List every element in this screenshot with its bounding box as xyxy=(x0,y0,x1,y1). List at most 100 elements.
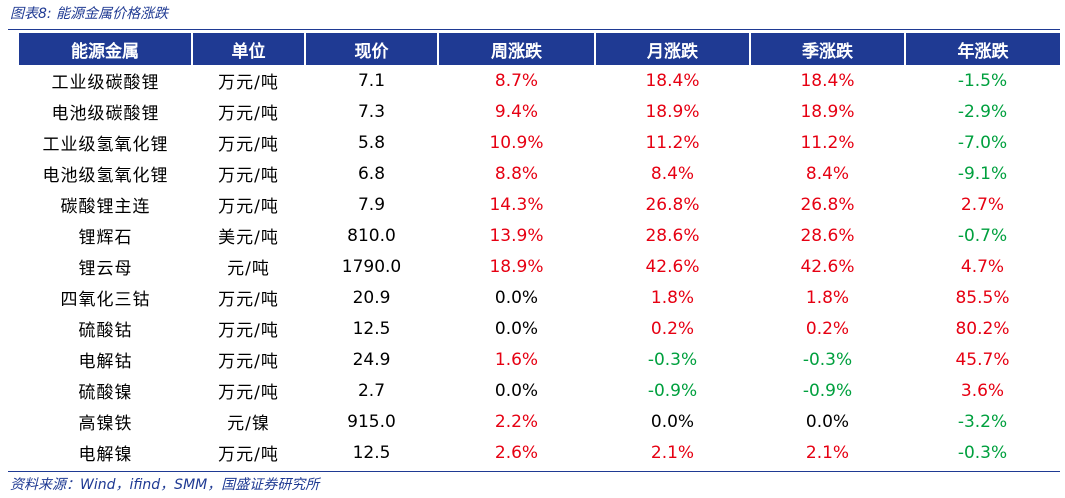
cell-price: 6.8 xyxy=(357,163,386,184)
cell-unit: 万元/吨 xyxy=(218,104,279,124)
cell-metal-name: 锂云母 xyxy=(78,259,133,279)
cell-unit: 万元/吨 xyxy=(218,135,279,155)
cell-year-change: 45.7% xyxy=(955,349,1010,370)
cell-metal-name: 高镍铁 xyxy=(78,414,133,434)
cell-quarter-change: 28.6% xyxy=(800,225,855,246)
table-body: 工业级碳酸锂 万元/吨 7.1 8.7% 18.4% 18.4% -1.5% 电池级碳酸锂 万元… xyxy=(19,65,1060,468)
cell-price: 915.0 xyxy=(347,411,396,432)
cell-week-change: 2.6% xyxy=(494,442,539,463)
cell-price: 24.9 xyxy=(352,349,391,370)
cell-month-change: 26.8% xyxy=(645,194,700,215)
cell-price: 7.1 xyxy=(357,70,386,91)
cell-price: 5.8 xyxy=(357,132,386,153)
cell-metal-name: 电池级碳酸锂 xyxy=(51,104,160,124)
cell-year-change: -0.3% xyxy=(957,442,1008,463)
cell-week-change: 10.9% xyxy=(489,132,544,153)
cell-year-change: -0.7% xyxy=(957,225,1008,246)
cell-quarter-change: 18.4% xyxy=(800,70,855,91)
cell-year-change: 80.2% xyxy=(955,318,1010,339)
cell-price: 12.5 xyxy=(352,442,391,463)
cell-metal-name: 电解钴 xyxy=(78,352,133,372)
table-row: 硫酸钴 万元/吨 12.5 0.0% 0.2% 0.2% 80.2% xyxy=(19,313,1060,344)
cell-unit: 万元/吨 xyxy=(218,352,279,372)
cell-unit: 万元/吨 xyxy=(218,73,279,93)
header-price: 现价 xyxy=(305,33,439,65)
table-header-row: 能源金属 单位 现价 周涨跌 月涨跌 季涨跌 年涨跌 xyxy=(19,33,1060,65)
table-row: 锂辉石 美元/吨 810.0 13.9% 28.6% 28.6% -0.7% xyxy=(19,220,1060,251)
cell-metal-name: 工业级氢氧化锂 xyxy=(42,135,169,155)
cell-unit: 万元/吨 xyxy=(218,321,279,341)
table-row: 电解镍 万元/吨 12.5 2.6% 2.1% 2.1% -0.3% xyxy=(19,437,1060,468)
cell-month-change: 18.4% xyxy=(645,70,700,91)
source-note: 资料来源：Wind，ifind，SMM，国盛证券研究所 xyxy=(10,477,320,493)
cell-year-change: 3.6% xyxy=(960,380,1005,401)
cell-metal-name: 硫酸镍 xyxy=(78,383,133,403)
cell-unit: 万元/吨 xyxy=(218,445,279,465)
cell-metal-name: 四氧化三钴 xyxy=(60,290,151,310)
header-metal: 能源金属 xyxy=(19,33,193,65)
table-row: 电池级碳酸锂 万元/吨 7.3 9.4% 18.9% 18.9% -2.9% xyxy=(19,96,1060,127)
cell-year-change: -7.0% xyxy=(957,132,1008,153)
cell-price: 12.5 xyxy=(352,318,391,339)
cell-month-change: -0.9% xyxy=(647,380,698,401)
cell-week-change: 2.2% xyxy=(494,411,539,432)
table-row: 工业级碳酸锂 万元/吨 7.1 8.7% 18.4% 18.4% -1.5% xyxy=(19,65,1060,96)
cell-price: 20.9 xyxy=(352,287,391,308)
cell-year-change: 4.7% xyxy=(960,256,1005,277)
header-quarter-change: 季涨跌 xyxy=(750,33,906,65)
table-row: 工业级氢氧化锂 万元/吨 5.8 10.9% 11.2% 11.2% -7.0% xyxy=(19,127,1060,158)
cell-week-change: 13.9% xyxy=(489,225,544,246)
cell-year-change: -9.1% xyxy=(957,163,1008,184)
cell-metal-name: 电解镍 xyxy=(78,445,133,465)
cell-year-change: 85.5% xyxy=(955,287,1010,308)
cell-month-change: 18.9% xyxy=(645,101,700,122)
cell-year-change: -2.9% xyxy=(957,101,1008,122)
price-change-table: 能源金属 单位 现价 周涨跌 月涨跌 季涨跌 年涨跌 工业级碳酸锂 万元/吨 7.1… xyxy=(19,33,1060,468)
cell-month-change: 11.2% xyxy=(645,132,700,153)
cell-month-change: -0.3% xyxy=(647,349,698,370)
cell-unit: 万元/吨 xyxy=(218,166,279,186)
cell-unit: 美元/吨 xyxy=(218,228,279,248)
cell-quarter-change: 0.0% xyxy=(805,411,850,432)
cell-metal-name: 锂辉石 xyxy=(78,228,133,248)
cell-week-change: 8.7% xyxy=(494,70,539,91)
cell-unit: 元/镍 xyxy=(227,414,270,434)
figure-caption: 图表8: 能源金属价格涨跌 xyxy=(10,6,169,22)
bottom-divider xyxy=(8,471,1060,472)
cell-price: 1790.0 xyxy=(341,256,402,277)
cell-metal-name: 硫酸钴 xyxy=(78,321,133,341)
cell-month-change: 0.2% xyxy=(650,318,695,339)
cell-year-change: -3.2% xyxy=(957,411,1008,432)
cell-quarter-change: 0.2% xyxy=(805,318,850,339)
cell-unit: 万元/吨 xyxy=(218,197,279,217)
cell-metal-name: 工业级碳酸锂 xyxy=(51,73,160,93)
cell-quarter-change: 2.1% xyxy=(805,442,850,463)
cell-unit: 万元/吨 xyxy=(218,290,279,310)
header-week-change: 周涨跌 xyxy=(438,33,596,65)
cell-month-change: 0.0% xyxy=(650,411,695,432)
cell-metal-name: 碳酸锂主连 xyxy=(60,197,151,217)
cell-week-change: 8.8% xyxy=(494,163,539,184)
cell-week-change: 0.0% xyxy=(494,318,539,339)
cell-price: 7.3 xyxy=(357,101,386,122)
cell-quarter-change: 1.8% xyxy=(805,287,850,308)
table-row: 电解钴 万元/吨 24.9 1.6% -0.3% -0.3% 45.7% xyxy=(19,344,1060,375)
header-month-change: 月涨跌 xyxy=(595,33,751,65)
cell-unit: 元/吨 xyxy=(227,259,270,279)
table-row: 硫酸镍 万元/吨 2.7 0.0% -0.9% -0.9% 3.6% xyxy=(19,375,1060,406)
cell-quarter-change: 18.9% xyxy=(800,101,855,122)
top-divider xyxy=(8,29,1060,30)
header-year-change: 年涨跌 xyxy=(905,33,1060,65)
cell-quarter-change: 8.4% xyxy=(805,163,850,184)
cell-year-change: 2.7% xyxy=(960,194,1005,215)
cell-quarter-change: -0.3% xyxy=(802,349,853,370)
table-row: 电池级氢氧化锂 万元/吨 6.8 8.8% 8.4% 8.4% -9.1% xyxy=(19,158,1060,189)
cell-price: 2.7 xyxy=(357,380,386,401)
cell-month-change: 28.6% xyxy=(645,225,700,246)
cell-week-change: 14.3% xyxy=(489,194,544,215)
cell-quarter-change: -0.9% xyxy=(802,380,853,401)
cell-week-change: 1.6% xyxy=(494,349,539,370)
table-row: 锂云母 元/吨 1790.0 18.9% 42.6% 42.6% 4.7% xyxy=(19,251,1060,282)
cell-month-change: 1.8% xyxy=(650,287,695,308)
cell-week-change: 0.0% xyxy=(494,380,539,401)
